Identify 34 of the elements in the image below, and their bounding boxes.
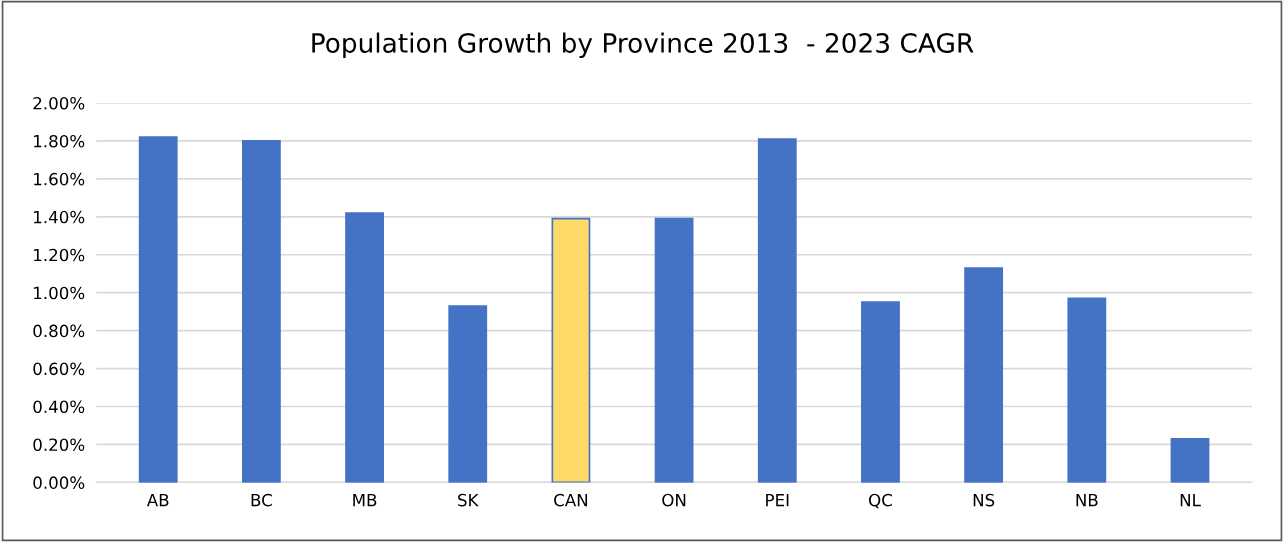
y-tick-label: 0.80% [33, 324, 85, 338]
x-tick-label: MB [353, 494, 377, 507]
bar [654, 217, 694, 483]
x-tick-label: NB [1076, 494, 1098, 507]
x-tick-label: QC [869, 493, 892, 509]
bar [757, 138, 797, 483]
y-tick-label: 1.20% [34, 248, 85, 262]
bar [861, 301, 900, 483]
x-tick-label: ON [662, 493, 686, 507]
bar [448, 305, 488, 483]
bar [964, 267, 1004, 483]
chart-title: Population Growth by Province 2013 - 2023 CAGR [312, 32, 974, 59]
x-tick-label: AB [146, 494, 169, 507]
x-tick-label: PEI [766, 494, 789, 507]
x-tick-label: SK [458, 493, 479, 507]
y-tick-label: 0.20% [33, 438, 85, 452]
bar [345, 212, 384, 483]
bar [241, 140, 281, 483]
x-tick-label: BC [251, 493, 272, 507]
y-tick-label: 0.60% [33, 362, 85, 376]
y-tick-label: 2.00% [33, 96, 85, 110]
bar [138, 136, 178, 483]
x-tick-label: CAN [554, 493, 588, 507]
bar [551, 217, 591, 483]
y-tick-label: 1.80% [34, 134, 85, 148]
x-tick-label: NS [973, 493, 995, 507]
y-tick-label: 1.40% [34, 210, 85, 224]
bar [1067, 297, 1107, 483]
y-tick-label: 1.60% [34, 172, 85, 186]
y-tick-label: 0.40% [33, 400, 85, 414]
y-tick-label: 0.00% [33, 476, 85, 489]
y-tick-label: 1.00% [34, 286, 85, 300]
bar [1170, 437, 1210, 483]
x-tick-label: NL [1180, 494, 1201, 507]
